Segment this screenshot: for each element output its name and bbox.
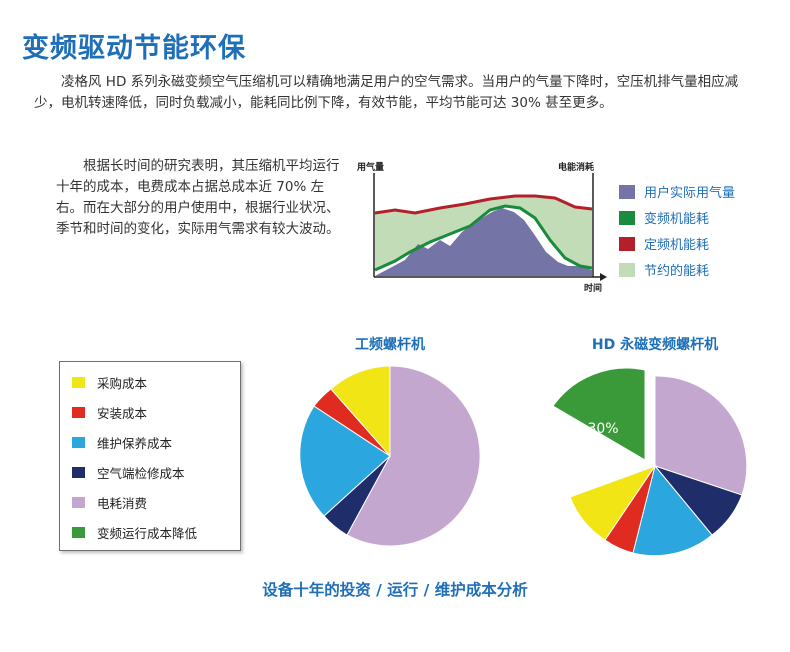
fixed-frequency-line <box>374 194 593 215</box>
legend-label: 用户实际用气量 <box>644 186 736 201</box>
page-title: 变频驱动节能环保 <box>22 33 246 64</box>
research-paragraph: 根据长时间的研究表明，其压缩机平均运行十年的成本，电费成本占据总成本近 70% … <box>56 158 340 237</box>
x-axis-label: 时间 <box>584 284 603 294</box>
pie-slice-electricity <box>654 375 748 496</box>
pie-slice-maintenance <box>299 405 391 517</box>
cost-legend-item-purchase: 采购成本 <box>72 373 147 392</box>
vsd-energy-line <box>374 204 593 272</box>
cost-legend-swatch <box>72 437 85 448</box>
cost-legend-label: 空气端检修成本 <box>97 466 185 481</box>
legend-label: 定频机能耗 <box>644 238 710 253</box>
legend-item-saved-energy: 节约的能耗 <box>619 260 709 279</box>
x-axis-arrow <box>600 273 607 281</box>
y-right-axis-label: 电能消耗 <box>558 163 595 173</box>
cost-legend-swatch <box>72 377 85 388</box>
cost-legend-label: 变频运行成本降低 <box>97 526 198 541</box>
pie-slice-purchase <box>569 465 657 541</box>
intro-paragraph: 凌格风 HD 系列永磁变频空气压缩机可以精确地满足用户的空气需求。当用户的气量下… <box>34 74 739 111</box>
pie-savings-label: 30% <box>587 421 618 437</box>
cost-legend-swatch <box>72 497 85 508</box>
cost-legend-swatch <box>72 527 85 538</box>
cost-legend-item-electricity: 电耗消费 <box>72 493 147 512</box>
energy-chart-plot <box>373 173 607 281</box>
air-demand-area <box>375 208 592 276</box>
pie-slice-vsd-savings <box>552 367 646 461</box>
legend-item-fixed-energy: 定频机能耗 <box>619 234 709 253</box>
legend-item-air-demand: 用户实际用气量 <box>619 182 735 201</box>
figure-caption: 设备十年的投资 / 运行 / 维护成本分析 <box>262 581 528 599</box>
pie-slice-purchase <box>330 365 391 458</box>
legend-swatch <box>619 184 635 199</box>
pie-slice-electricity <box>346 365 481 547</box>
y-left-axis-label: 用气量 <box>357 163 385 173</box>
cost-legend-label: 采购成本 <box>97 376 148 391</box>
saved-energy-area <box>375 196 592 270</box>
legend-label: 变频机能耗 <box>644 212 710 227</box>
cost-legend: 采购成本 安装成本 维护保养成本 空气端检修成本 电耗消费 变频运行成本降低 <box>59 361 241 551</box>
cost-legend-item-vsd-savings: 变频运行成本降低 <box>72 523 197 542</box>
cost-legend-label: 电耗消费 <box>97 496 148 511</box>
cost-legend-item-overhaul: 空气端检修成本 <box>72 463 185 482</box>
legend-swatch <box>619 210 635 225</box>
cost-legend-label: 安装成本 <box>97 406 148 421</box>
legend-label: 节约的能耗 <box>644 264 710 279</box>
legend-swatch <box>619 262 635 277</box>
legend-swatch <box>619 236 635 251</box>
cost-legend-item-install: 安装成本 <box>72 403 147 422</box>
legend-item-vsd-energy: 变频机能耗 <box>619 208 709 227</box>
pie-slice-maintenance <box>632 464 713 557</box>
cost-legend-swatch <box>72 407 85 418</box>
pie-right-title: HD 永磁变频螺杆机 <box>591 337 719 353</box>
cost-legend-item-maintenance: 维护保养成本 <box>72 433 172 452</box>
cost-legend-label: 维护保养成本 <box>97 436 173 451</box>
cost-legend-swatch <box>72 467 85 478</box>
pie-left-title: 工频螺杆机 <box>355 337 425 353</box>
